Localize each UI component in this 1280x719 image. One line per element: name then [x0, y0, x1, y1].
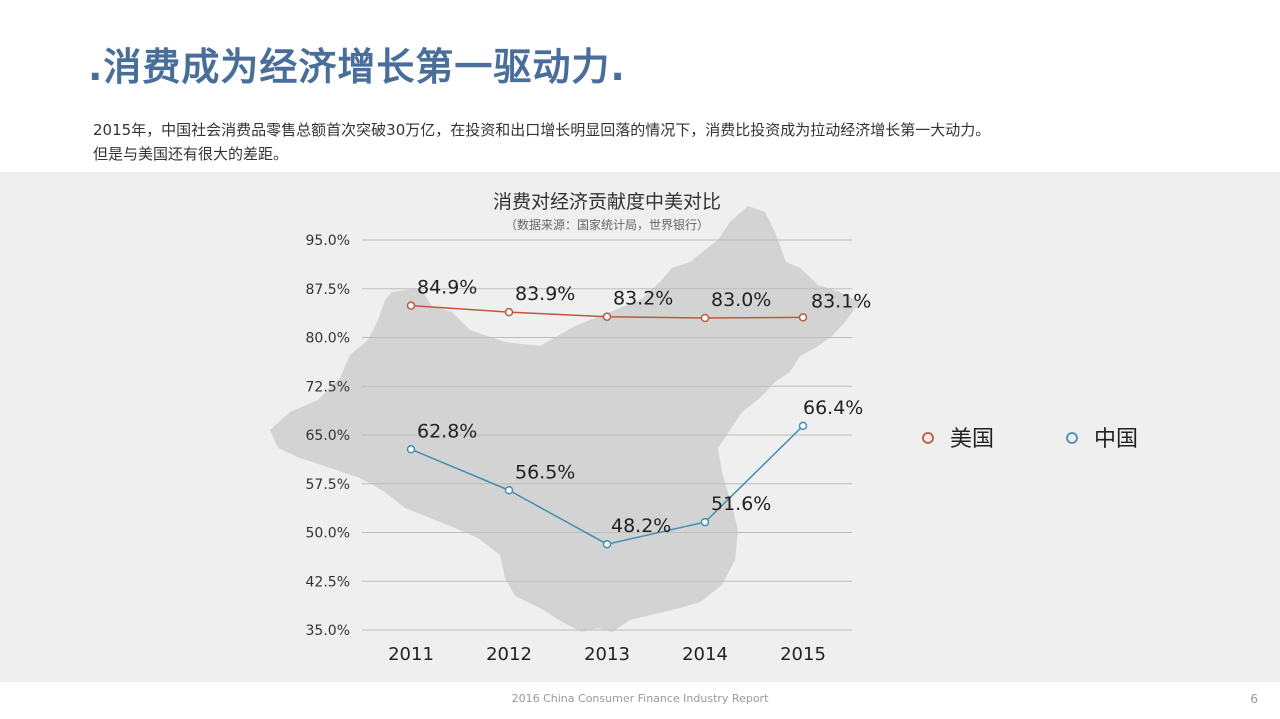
data-label: 84.9%: [417, 277, 477, 299]
data-label: 83.0%: [711, 289, 771, 311]
page-number: 6: [1250, 692, 1258, 706]
data-label: 66.4%: [803, 397, 863, 419]
data-label: 83.1%: [811, 290, 871, 312]
data-point: [798, 313, 808, 322]
y-tick-label: 72.5%: [306, 379, 350, 395]
intro-line-1: 2015年，中国社会消费品零售总额首次突破30万亿，在投资和出口增长明显回落的情…: [93, 121, 991, 139]
y-tick-label: 65.0%: [306, 428, 350, 444]
slide-title: .消费成为经济增长第一驱动力.: [88, 45, 626, 89]
data-label: 56.5%: [515, 461, 575, 483]
data-point: [700, 313, 710, 323]
data-label: 62.8%: [417, 420, 477, 442]
footer-text: 2016 China Consumer Finance Industry Rep…: [511, 692, 769, 705]
y-axis: 95.0% 87.5% 80.0% 72.5% 65.0% 57.5% 50.0% 42.5%…: [306, 233, 350, 639]
x-tick-label: 2015: [780, 644, 826, 665]
data-point: [504, 486, 514, 495]
x-axis: 2011 2012 2013 2014 2015: [388, 644, 826, 665]
data-point: [700, 517, 710, 527]
data-label: 51.6%: [711, 493, 771, 515]
x-tick-label: 2012: [486, 644, 532, 665]
chart-subtitle: （数据来源：国家统计局，世界银行）: [504, 218, 709, 232]
y-tick-label: 35.0%: [306, 623, 350, 639]
intro-text: 2015年，中国社会消费品零售总额首次突破30万亿，在投资和出口增长明显回落的情…: [93, 118, 1193, 166]
legend: 美国 中国: [922, 427, 1138, 452]
data-point: [602, 539, 612, 549]
data-point: [602, 312, 612, 321]
y-tick-label: 42.5%: [306, 574, 350, 590]
data-point: [406, 445, 416, 454]
data-label: 48.2%: [611, 515, 671, 537]
data-point: [406, 301, 416, 310]
grid: [362, 239, 852, 631]
chart-title: 消费对经济贡献度中美对比: [492, 191, 721, 213]
data-label: 83.2%: [613, 288, 673, 310]
y-tick-label: 50.0%: [306, 526, 350, 542]
intro-line-2: 但是与美国还有很大的差距。: [93, 145, 289, 163]
china-map-silhouette: [270, 206, 860, 632]
x-tick-label: 2011: [388, 644, 434, 665]
data-label: 83.9%: [515, 283, 575, 305]
y-tick-label: 87.5%: [306, 282, 350, 298]
x-tick-label: 2014: [682, 644, 728, 665]
y-tick-label: 80.0%: [306, 331, 350, 347]
y-tick-label: 57.5%: [306, 477, 350, 493]
y-tick-label: 95.0%: [306, 233, 350, 249]
series-group: 84.9% 83.9% 83.2% 83.0% 83.1% 62.8% 56.5% 48.2%…: [406, 277, 871, 549]
legend-label: 中国: [1094, 427, 1138, 452]
legend-marker: [922, 432, 934, 444]
legend-label: 美国: [950, 427, 994, 452]
data-point: [504, 307, 514, 317]
x-tick-label: 2013: [584, 644, 630, 665]
legend-marker: [1066, 432, 1078, 444]
data-point: [798, 421, 808, 431]
